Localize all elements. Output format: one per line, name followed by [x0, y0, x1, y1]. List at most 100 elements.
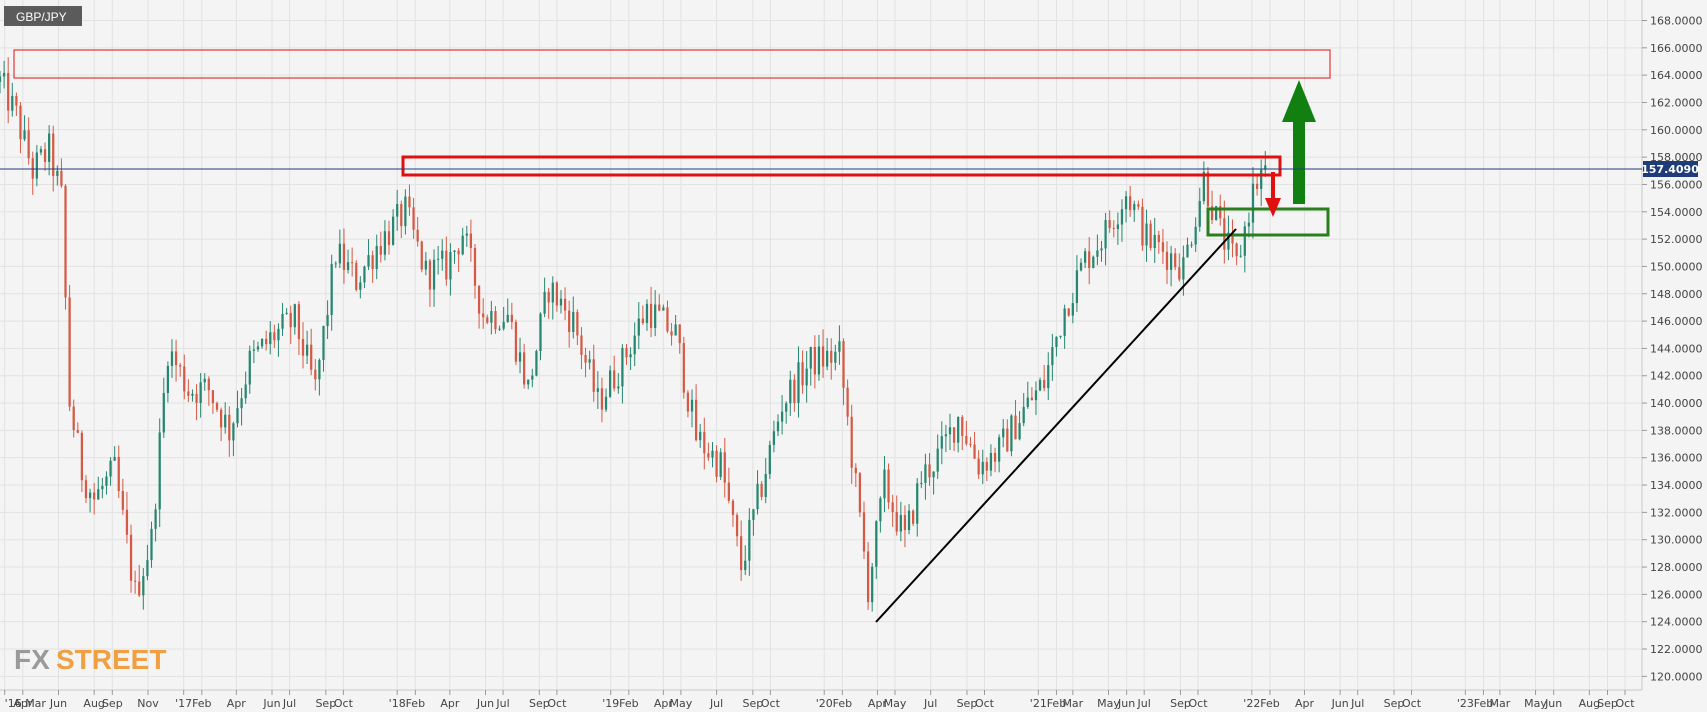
y-tick-label: 140.0000: [1650, 397, 1703, 410]
candle: [445, 236, 448, 286]
candle: [52, 125, 55, 192]
candle: [260, 338, 264, 349]
y-tick-label: 120.0000: [1650, 670, 1703, 683]
x-tick-label: Apr: [13, 697, 33, 710]
y-tick-label: 152.0000: [1650, 233, 1703, 246]
x-tick-label: Sep: [1384, 697, 1405, 710]
candle: [740, 520, 743, 581]
candle: [359, 276, 362, 299]
candle: [924, 453, 927, 500]
candle: [498, 325, 501, 332]
candle: [1178, 253, 1181, 282]
candle: [756, 470, 759, 515]
x-tick-label: Apr: [654, 697, 674, 710]
candle: [453, 250, 456, 264]
x-tick-label: Feb: [1047, 697, 1066, 710]
x-tick-label: Oct: [975, 697, 995, 710]
y-tick-label: 164.0000: [1650, 69, 1703, 82]
candle: [1153, 217, 1156, 263]
candle: [232, 421, 235, 457]
candle: [1165, 241, 1169, 285]
candle: [318, 358, 321, 396]
candle: [211, 390, 215, 414]
candle: [375, 234, 378, 280]
candle: [1231, 219, 1234, 258]
candle: [1260, 159, 1263, 207]
candle: [437, 245, 440, 275]
price-tag-label: 157.4090: [1641, 163, 1699, 176]
candle: [39, 146, 43, 156]
x-tick-label: Oct: [761, 697, 781, 710]
candle: [457, 247, 460, 272]
candle: [940, 421, 943, 465]
candle: [367, 239, 370, 270]
candle: [928, 453, 931, 486]
candle: [265, 330, 268, 351]
candle: [1071, 292, 1074, 324]
candle: [510, 302, 513, 330]
candle: [957, 416, 960, 453]
candle: [715, 445, 718, 483]
candle: [711, 442, 714, 468]
candle: [834, 344, 837, 371]
candle: [752, 508, 755, 536]
candle: [19, 101, 22, 154]
candle: [866, 542, 870, 610]
y-tick-label: 134.0000: [1650, 479, 1703, 492]
candle: [269, 321, 272, 355]
candle: [727, 467, 730, 504]
x-tick-label: Mar: [1489, 697, 1510, 710]
candle: [195, 384, 198, 421]
candle: [35, 145, 38, 187]
candle: [1194, 217, 1197, 252]
candle: [428, 258, 432, 307]
candle: [674, 314, 677, 336]
y-tick-label: 130.0000: [1650, 534, 1703, 547]
candle: [355, 260, 358, 292]
candle: [76, 422, 79, 434]
candle: [179, 362, 182, 377]
candle: [396, 189, 399, 231]
candle: [801, 350, 804, 394]
candle: [1051, 333, 1054, 381]
candle: [473, 244, 477, 299]
candle: [707, 442, 710, 461]
candle: [572, 296, 575, 339]
candle: [383, 220, 387, 261]
x-tick-label: Oct: [547, 697, 567, 710]
candle: [154, 503, 157, 542]
candle: [506, 298, 509, 323]
candle: [1112, 220, 1115, 238]
candle: [60, 158, 63, 188]
candle: [559, 290, 563, 314]
candle: [1100, 240, 1103, 262]
candle: [875, 520, 878, 580]
candle: [207, 376, 210, 406]
candle: [793, 374, 796, 412]
candle: [1149, 220, 1152, 251]
candle: [555, 280, 559, 312]
candle: [1096, 234, 1099, 266]
candle: [682, 336, 685, 399]
candle: [551, 276, 554, 320]
candle: [846, 379, 849, 426]
x-tick-label: Sep: [957, 697, 978, 710]
candle: [1018, 411, 1021, 441]
x-tick-label: Jun: [49, 697, 67, 710]
x-tick-label: May: [670, 697, 693, 710]
candle: [256, 341, 260, 352]
candle: [2, 60, 6, 89]
candle: [658, 294, 661, 312]
candle: [563, 287, 567, 321]
candle: [903, 505, 907, 548]
y-tick-label: 154.0000: [1650, 206, 1703, 219]
candle: [449, 243, 452, 296]
candle: [944, 424, 948, 452]
candle: [183, 354, 186, 400]
candle: [617, 373, 620, 394]
candle: [858, 472, 862, 518]
candle: [670, 322, 673, 346]
candle: [568, 300, 571, 348]
candle: [80, 430, 84, 493]
